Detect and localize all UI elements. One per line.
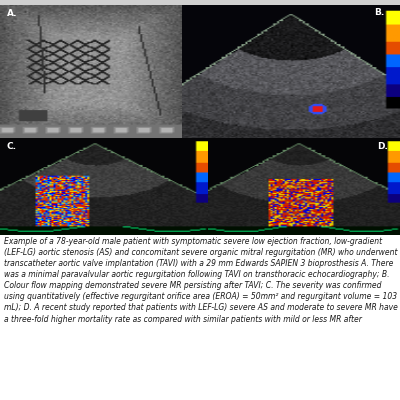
Text: B.: B. <box>374 8 384 17</box>
Text: C.: C. <box>6 142 16 151</box>
Text: D.: D. <box>377 142 388 151</box>
Text: A.: A. <box>7 9 18 18</box>
Text: MRI ERO   0.5 cm²
MRI RV     103 ml
MRI Rad    1.5 cm
MRI Acc    0.38 m/s
MRI Fl: MRI ERO 0.5 cm² MRI RV 103 ml MRI Rad 1.… <box>186 185 227 208</box>
Text: Example of a 78-year-old male patient with symptomatic severe low ejection fract: Example of a 78-year-old male patient wi… <box>4 237 398 324</box>
